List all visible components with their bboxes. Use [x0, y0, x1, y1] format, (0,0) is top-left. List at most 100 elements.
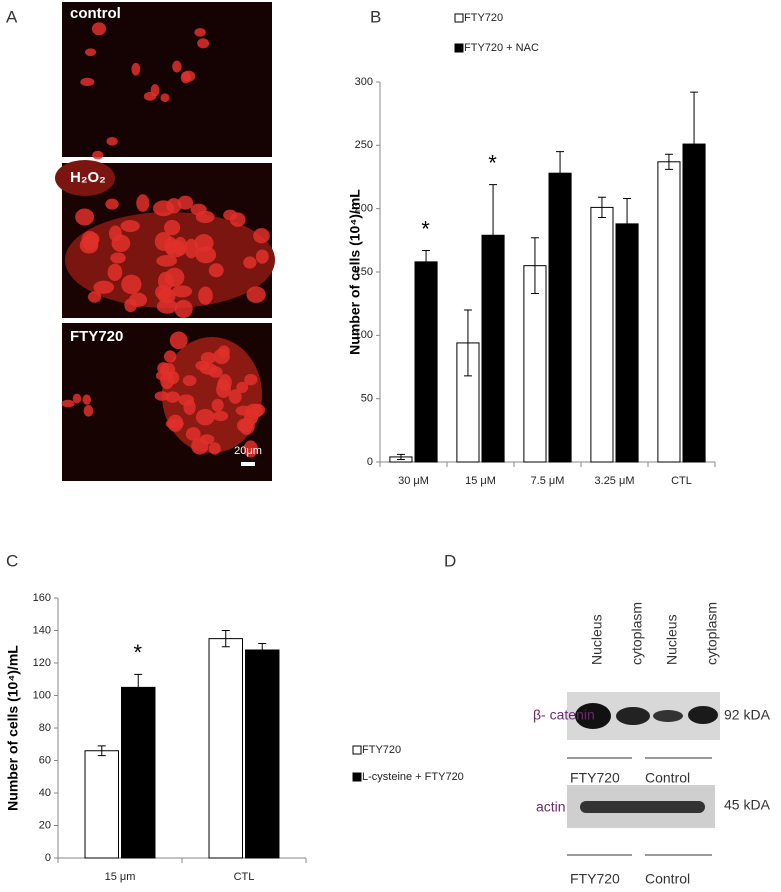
- y-axis-label: Number of cells (10⁴)/mL: [347, 189, 363, 355]
- micrograph-label: FTY720: [70, 328, 123, 345]
- error-bar: [396, 453, 405, 460]
- error-bar: [664, 153, 673, 170]
- nucleus: [195, 210, 215, 224]
- nucleus: [174, 299, 193, 319]
- nucleus: [61, 399, 75, 408]
- nucleus: [198, 286, 213, 305]
- y-tick-label: 50: [361, 393, 373, 405]
- y-axis-label: Number of cells (10⁴)/mL: [5, 645, 21, 811]
- y-tick-label: 160: [33, 592, 51, 604]
- nucleus: [164, 267, 185, 287]
- panel-label: A: [6, 7, 18, 26]
- error-bar: [530, 237, 539, 295]
- nucleus: [228, 389, 242, 404]
- nucleus: [72, 393, 82, 404]
- nucleus: [108, 225, 122, 242]
- nucleus: [246, 286, 266, 303]
- bar: [84, 750, 119, 859]
- nucleus: [165, 391, 180, 403]
- nucleus: [80, 77, 95, 87]
- nucleus: [164, 219, 181, 236]
- annotation: *: [421, 216, 430, 241]
- nucleus: [208, 263, 224, 278]
- bar: [414, 261, 438, 463]
- band: [580, 801, 705, 813]
- nucleus: [172, 60, 182, 73]
- nucleus: [83, 405, 94, 417]
- nucleus: [156, 299, 178, 314]
- nucleus: [136, 194, 150, 212]
- y-tick-label: 0: [367, 456, 373, 468]
- nucleus: [120, 220, 140, 233]
- nucleus: [243, 440, 258, 458]
- y-tick-label: 140: [33, 624, 51, 636]
- nucleus: [194, 234, 214, 252]
- bar: [657, 161, 681, 463]
- legend-swatch: [454, 43, 464, 53]
- nucleus: [82, 394, 92, 405]
- x-tick-label: 3.25 μM: [595, 475, 635, 487]
- legend-label: FTY720: [362, 744, 401, 756]
- micrograph-label: H₂O₂: [70, 169, 106, 186]
- nucleus: [167, 371, 180, 385]
- panel-label: B: [370, 7, 381, 26]
- nucleus: [177, 195, 194, 210]
- bar: [245, 649, 280, 859]
- annotation: *: [133, 640, 142, 665]
- y-tick-label: 20: [39, 819, 51, 831]
- micrographs: control H₂O₂ FTY720 20μm: [55, 2, 275, 481]
- western-blot: Nucleus cytoplasm Nucleus cytoplasm β- c…: [533, 602, 771, 887]
- legend-swatch: [352, 772, 362, 782]
- nucleus: [105, 198, 119, 210]
- nucleus: [163, 350, 177, 363]
- bar: [548, 172, 572, 463]
- blot-group: Control: [645, 871, 690, 887]
- y-tick-label: 0: [45, 852, 51, 864]
- x-tick-label: CTL: [234, 871, 255, 883]
- legend-label: L-cysteine + FTY720: [362, 771, 464, 783]
- x-tick-label: 15 μM: [465, 475, 496, 487]
- nucleus: [213, 410, 229, 422]
- nucleus: [236, 381, 249, 394]
- nucleus: [253, 228, 270, 244]
- band: [653, 710, 683, 722]
- nucleus: [199, 363, 218, 375]
- blot-group: FTY720: [570, 871, 620, 887]
- blot-column: Nucleus: [589, 614, 605, 665]
- bar: [615, 223, 639, 463]
- panel-label: C: [6, 551, 18, 570]
- nucleus: [171, 285, 193, 298]
- nucleus: [121, 274, 142, 295]
- y-tick-label: 100: [355, 329, 373, 341]
- scale-bar-label: 20μm: [234, 445, 262, 457]
- blot-group: Control: [645, 770, 690, 786]
- nucleus: [165, 240, 186, 258]
- nucleus: [167, 414, 184, 432]
- y-tick-label: 80: [39, 722, 51, 734]
- y-tick-label: 40: [39, 787, 51, 799]
- nucleus: [156, 254, 178, 267]
- bar: [121, 686, 156, 859]
- error-bar: [623, 198, 632, 250]
- micrograph-label: control: [70, 5, 121, 22]
- legend-swatch: [454, 13, 464, 23]
- nucleus: [199, 434, 215, 445]
- nucleus: [92, 150, 104, 160]
- error-bar: [690, 91, 699, 197]
- nucleus: [107, 263, 123, 282]
- nucleus: [75, 208, 95, 226]
- error-bar: [97, 745, 106, 757]
- error-bar: [221, 630, 230, 648]
- nucleus: [152, 200, 175, 217]
- nucleus: [106, 137, 118, 146]
- x-tick-label: 30 μM: [398, 475, 429, 487]
- y-tick-label: 200: [355, 203, 373, 215]
- error-bar: [597, 196, 606, 219]
- nucleus: [243, 256, 257, 269]
- band: [616, 707, 650, 725]
- nucleus: [87, 291, 102, 303]
- band: [688, 706, 718, 724]
- bar: [523, 265, 547, 463]
- cell-cluster: [55, 160, 115, 196]
